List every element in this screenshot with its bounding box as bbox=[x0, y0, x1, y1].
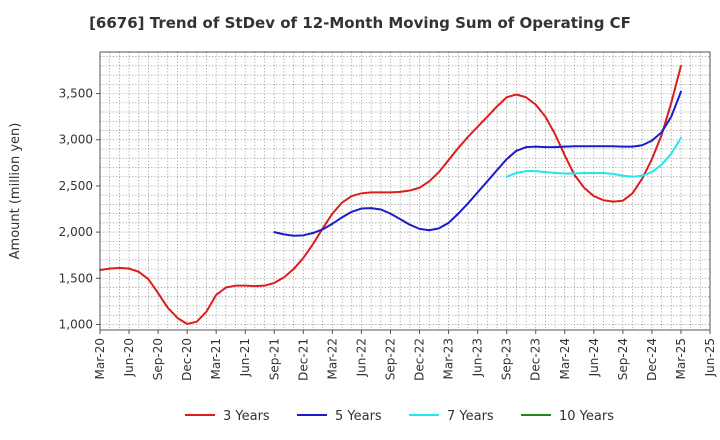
y-tick-label: 3,000 bbox=[59, 133, 93, 147]
x-tick-label: Dec-21 bbox=[296, 338, 310, 381]
grid bbox=[100, 52, 710, 330]
legend-label: 7 Years bbox=[447, 409, 494, 424]
series-line-5-years bbox=[273, 90, 682, 237]
x-tick-label: Mar-25 bbox=[674, 338, 688, 379]
x-tick-label: Sep-23 bbox=[500, 338, 514, 380]
x-tick-label: Mar-20 bbox=[93, 338, 107, 379]
x-tick-label: Jun-20 bbox=[122, 338, 136, 377]
legend-label: 10 Years bbox=[559, 409, 614, 424]
chart-title: [6676] Trend of StDev of 12-Month Moving… bbox=[89, 14, 631, 32]
x-tick-label: Dec-22 bbox=[413, 338, 427, 381]
x-tick-label: Mar-23 bbox=[442, 338, 456, 379]
series-line-7-years bbox=[505, 136, 682, 178]
y-tick-label: 2,000 bbox=[59, 225, 93, 239]
x-tick-label: Sep-21 bbox=[267, 338, 281, 380]
legend-label: 5 Years bbox=[335, 409, 382, 424]
x-tick-label: Sep-20 bbox=[151, 338, 165, 380]
y-tick-label: 3,500 bbox=[59, 87, 93, 101]
series-line-3-years bbox=[99, 64, 682, 325]
x-tick-label: Dec-23 bbox=[529, 338, 543, 381]
x-tick-label: Dec-24 bbox=[645, 338, 659, 381]
y-tick-label: 1,000 bbox=[59, 317, 93, 331]
x-tick-label: Mar-21 bbox=[209, 338, 223, 379]
y-axis-ticks: 1,000 1,500 2,000 2,500 3,000 3,500 bbox=[59, 87, 100, 331]
y-tick-label: 2,500 bbox=[59, 179, 93, 193]
x-tick-label: Dec-20 bbox=[180, 338, 194, 381]
y-tick-label: 1,500 bbox=[59, 271, 93, 285]
x-tick-label: Mar-22 bbox=[325, 338, 339, 379]
x-tick-label: Jun-21 bbox=[238, 338, 252, 377]
x-tick-label: Jun-24 bbox=[587, 338, 601, 377]
plot-border bbox=[99, 51, 711, 331]
x-axis-ticks: Mar-20 Jun-20 Sep-20 Dec-20 Mar-21 Jun-21 Sep-… bbox=[93, 330, 717, 381]
y-axis-label: Amount (million yen) bbox=[8, 123, 23, 260]
legend-label: 3 Years bbox=[223, 409, 270, 424]
x-tick-label: Jun-25 bbox=[703, 338, 717, 377]
x-tick-label: Jun-23 bbox=[471, 338, 485, 377]
x-tick-label: Sep-22 bbox=[383, 338, 397, 380]
x-tick-label: Sep-24 bbox=[616, 338, 630, 380]
x-tick-label: Mar-24 bbox=[558, 338, 572, 379]
legend: 3 Years 5 Years 7 Years 10 Years bbox=[185, 409, 614, 424]
x-tick-label: Jun-22 bbox=[354, 338, 368, 377]
series-layer bbox=[99, 64, 682, 325]
